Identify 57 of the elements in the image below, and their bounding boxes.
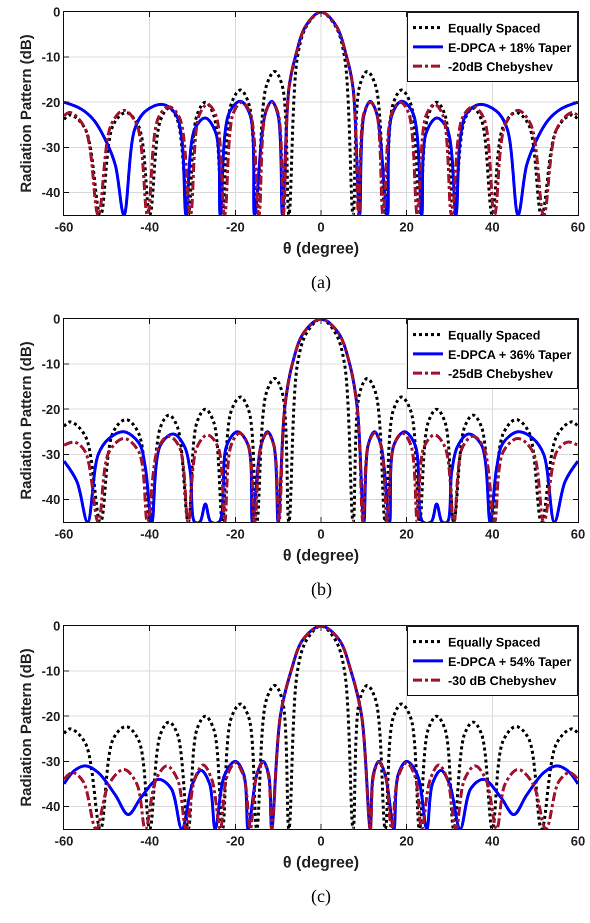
x-tick-label: -60 (54, 526, 74, 542)
y-tick-label: 0 (53, 4, 60, 20)
x-tick-label: -60 (54, 834, 74, 849)
x-tick-label: 20 (399, 526, 414, 542)
x-tick-label: 60 (570, 220, 586, 235)
legend-label: E-DPCA + 36% Taper (448, 348, 572, 362)
x-tick-label: -40 (140, 220, 160, 235)
y-axis-title: Radiation Pattern (dB) (18, 341, 35, 500)
y-tick-label: -40 (42, 184, 60, 200)
legend-label: E-DPCA + 18% Taper (448, 40, 572, 55)
x-axis-title: θ (degree) (282, 547, 360, 564)
y-axis-title: Radiation Pattern (dB) (18, 648, 35, 807)
x-tick-label: 20 (399, 834, 414, 849)
text: (a) (311, 272, 331, 292)
x-tick-label: 40 (485, 834, 500, 849)
legend-label: Equally Spaced (448, 22, 540, 36)
x-tick-label: 20 (399, 220, 414, 235)
x-tick-label: 0 (317, 834, 325, 849)
y-tick-label: -30 (42, 446, 60, 462)
y-tick-label: -20 (42, 708, 60, 724)
y-tick-label: -30 (42, 140, 60, 155)
text: (b) (311, 579, 332, 599)
x-tick-label: 60 (570, 834, 586, 849)
y-tick-label: -20 (42, 402, 60, 417)
y-tick-label: 0 (53, 312, 60, 327)
legend-label: Equally Spaced (448, 328, 540, 342)
y-tick-label: 0 (53, 618, 60, 634)
x-axis-title: θ (degree) (282, 854, 360, 872)
y-tick-label: -20 (42, 94, 60, 110)
x-axis-title: θ (degree) (282, 240, 360, 258)
text: (c) (311, 886, 331, 906)
y-tick-label: -10 (42, 50, 60, 65)
line-series (64, 12, 578, 215)
legend-label: E-DPCA + 54% Taper (448, 654, 572, 669)
legend-label: Equally Spaced (448, 636, 540, 650)
line-series (64, 319, 578, 522)
legend-label: -30 dB Chebyshev (448, 674, 556, 688)
x-tick-label: 0 (317, 220, 325, 235)
x-tick-label: -40 (140, 834, 160, 849)
y-tick-label: -10 (42, 664, 60, 679)
x-tick-label: -40 (140, 526, 160, 542)
x-tick-label: -20 (226, 220, 245, 235)
x-tick-label: 60 (570, 526, 586, 542)
x-tick-label: -20 (226, 526, 245, 542)
y-tick-label: -10 (42, 356, 60, 372)
legend-label: -25dB Chebyshev (448, 367, 553, 381)
x-tick-label: 40 (485, 526, 500, 542)
x-tick-label: -60 (54, 220, 74, 235)
y-axis-title: Radiation Pattern (dB) (18, 34, 35, 193)
line-series (64, 626, 578, 829)
y-tick-label: -40 (42, 492, 60, 507)
x-tick-label: 40 (485, 220, 500, 235)
x-tick-label: 0 (317, 526, 325, 542)
y-tick-label: -40 (42, 798, 60, 814)
y-tick-label: -30 (42, 754, 60, 769)
x-tick-label: -20 (226, 834, 245, 849)
legend-label: -20dB Chebyshev (448, 60, 553, 74)
